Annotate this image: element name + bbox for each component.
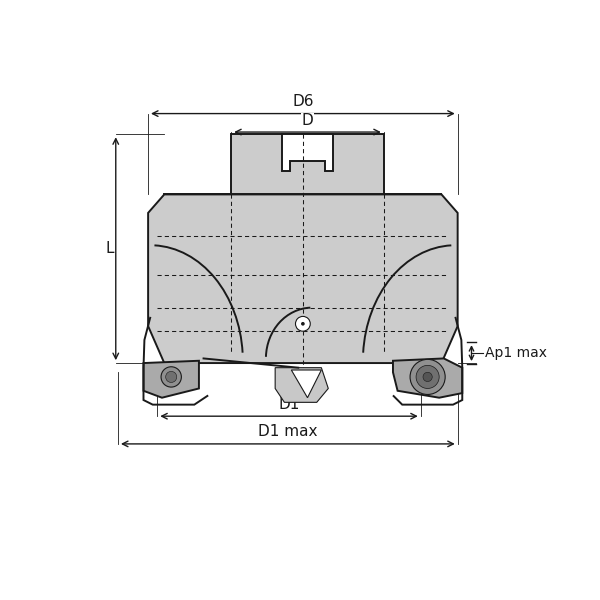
Polygon shape: [292, 370, 322, 398]
Polygon shape: [231, 134, 384, 194]
Text: D1 max: D1 max: [258, 424, 317, 439]
Text: L: L: [105, 241, 113, 256]
Circle shape: [410, 359, 445, 394]
Circle shape: [423, 372, 432, 382]
Circle shape: [301, 322, 305, 326]
Polygon shape: [282, 134, 333, 172]
Circle shape: [295, 316, 310, 331]
Text: D: D: [302, 113, 313, 128]
Text: Ap1 max: Ap1 max: [485, 346, 547, 360]
Text: D6: D6: [292, 94, 314, 109]
Polygon shape: [275, 368, 328, 403]
Polygon shape: [148, 194, 458, 363]
Circle shape: [416, 365, 439, 388]
Circle shape: [166, 371, 177, 382]
Circle shape: [161, 367, 181, 387]
Polygon shape: [143, 361, 199, 398]
Text: D1: D1: [278, 397, 300, 412]
Polygon shape: [393, 358, 462, 398]
